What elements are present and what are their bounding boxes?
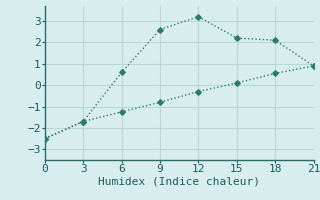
X-axis label: Humidex (Indice chaleur): Humidex (Indice chaleur) [98,177,260,187]
